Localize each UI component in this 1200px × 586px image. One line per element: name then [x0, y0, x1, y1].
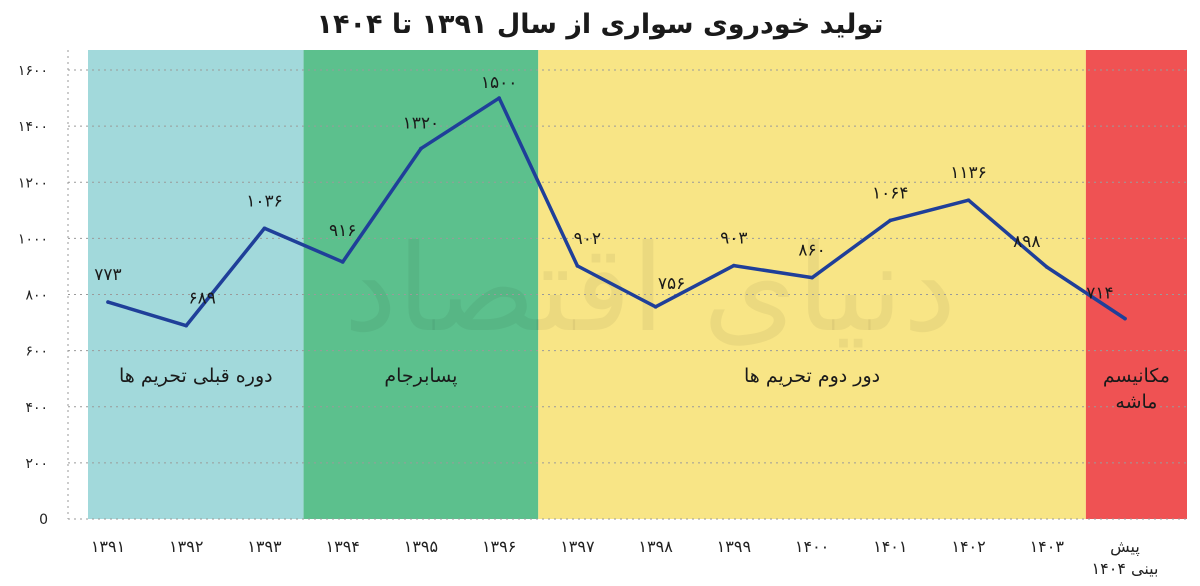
data-point	[810, 275, 814, 280]
x-tick-label: پیش بینی ۱۴۰۴	[1092, 537, 1159, 578]
data-label: ۹۰۳	[720, 229, 747, 249]
x-tick-label: ۱۳۹۵	[404, 537, 438, 556]
period-label: پسابرجام	[384, 365, 457, 387]
x-tick-label: ۱۳۹۴	[326, 537, 360, 556]
data-point	[888, 218, 893, 223]
x-axis: ۱۳۹۱ ۱۳۹۲ ۱۳۹۳ ۱۳۹۴ ۱۳۹۵ ۱۳۹۶ ۱۳۹۷ ۱۳۹۸ ۱۳۹۹ ۱۴۰۰…	[91, 537, 1159, 578]
data-label: ۹۰۲	[574, 229, 601, 249]
data-point	[653, 305, 658, 309]
chart-title: تولید خودروی سواری از سال ۱۳۹۱ تا ۱۴۰۴	[317, 9, 884, 40]
data-point	[497, 96, 501, 100]
series	[106, 96, 1127, 328]
period-band	[538, 50, 1086, 519]
period-labels: دوره قبلی تحریم ها پسابرجام دور دوم تحریم …	[119, 365, 1170, 413]
data-label: ۱۵۰۰	[481, 73, 518, 93]
data-point	[575, 264, 580, 268]
x-tick-label: ۱۳۹۳	[247, 537, 282, 556]
data-label: ۶۸۹	[189, 289, 216, 309]
data-point	[1044, 265, 1049, 269]
data-point	[966, 198, 971, 203]
data-labels: ۷۷۳ ۶۸۹ ۱۰۳۶ ۹۱۶ ۱۳۲۰ ۱۵۰۰ ۹۰۲ ۷۵۶ ۹۰۳ ۸۶۰ ۱۰۶۴ ۱۱۳…	[94, 73, 1113, 309]
data-label: ۱۰۳۶	[246, 191, 283, 211]
y-tick-label: ۴۰۰	[25, 400, 48, 416]
data-point	[419, 146, 423, 151]
x-tick-label: ۱۳۹۹	[717, 537, 751, 556]
data-label: ۱۰۶۴	[872, 183, 909, 203]
y-tick-label: ۱۶۰۰	[18, 63, 48, 79]
y-tick-label: ۶۰۰	[25, 344, 48, 360]
x-tick-label: ۱۴۰۳	[1030, 537, 1065, 556]
y-tick-label: 0	[39, 512, 48, 528]
y-tick-label: ۲۰۰	[25, 456, 48, 472]
data-point	[184, 323, 189, 328]
y-tick-label: ۱۴۰۰	[18, 119, 48, 135]
data-label: ۸۹۸	[1013, 232, 1040, 252]
data-label: ۸۶۰	[798, 241, 825, 261]
y-tick-label: ۱۲۰۰	[18, 175, 48, 191]
data-point	[732, 263, 736, 268]
data-point	[340, 260, 345, 264]
x-tick-label: ۱۴۰۲	[951, 537, 985, 556]
period-band	[303, 50, 539, 519]
x-tick-label: ۱۳۹۷	[560, 537, 595, 556]
x-tick-label: ۱۴۰۱	[873, 537, 907, 556]
period-label: دور دوم تحریم ها	[744, 365, 880, 387]
data-label: ۱۱۳۶	[950, 163, 987, 183]
x-tick-label: ۱۳۹۸	[638, 537, 673, 556]
data-label: ۷۷۳	[94, 265, 121, 285]
data-point	[106, 300, 110, 304]
period-band	[88, 50, 304, 519]
data-point	[1123, 316, 1127, 321]
period-band	[1085, 50, 1187, 519]
period-label: دوره قبلی تحریم ها	[119, 365, 273, 387]
x-tick-label: ۱۳۹۱	[91, 537, 125, 556]
grid-lines	[67, 50, 1187, 520]
period-label: مکانیسم ماشه	[1103, 365, 1170, 413]
watermark: دنیای اقتصاد	[344, 220, 957, 359]
data-point	[262, 226, 267, 231]
data-label: ۹۱۶	[329, 221, 356, 241]
data-label: ۷۵۶	[658, 274, 685, 294]
x-tick-label: ۱۳۹۲	[169, 537, 203, 556]
series-line	[106, 96, 1127, 328]
period-bands	[88, 50, 1187, 519]
y-tick-label: ۱۰۰۰	[18, 231, 48, 247]
y-axis: 0 ۲۰۰ ۴۰۰ ۶۰۰ ۸۰۰ ۱۰۰۰ ۱۲۰۰ ۱۴۰۰ ۱۶۰۰	[18, 63, 48, 528]
x-tick-label: ۱۳۹۶	[482, 537, 516, 556]
x-tick-label: ۱۴۰۰	[795, 537, 829, 556]
data-label: ۱۳۲۰	[403, 114, 440, 134]
y-tick-label: ۸۰۰	[25, 288, 48, 304]
data-label: ۷۱۴	[1086, 284, 1113, 304]
